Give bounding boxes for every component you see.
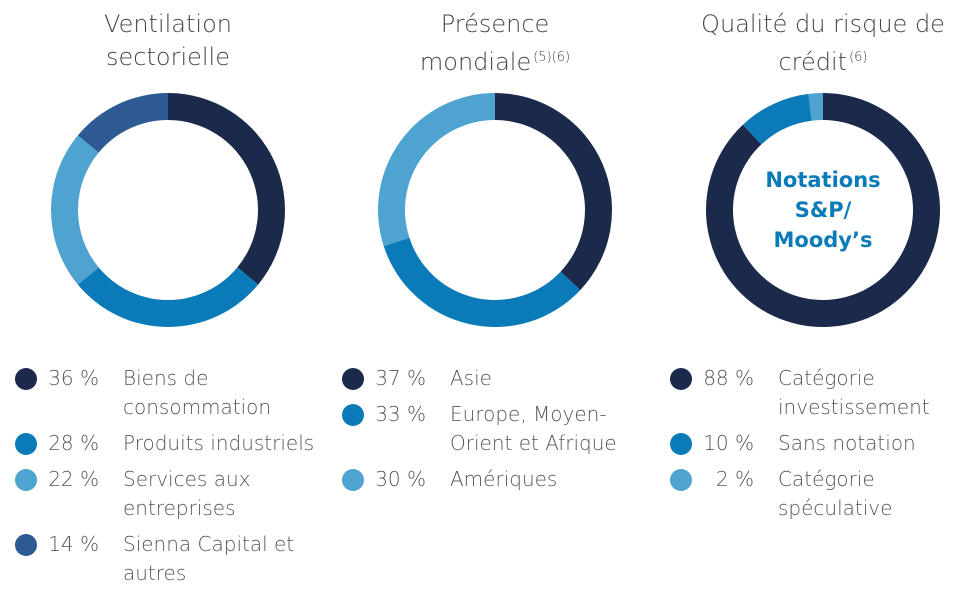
title-text: Ventilation sectorielle <box>104 10 232 71</box>
legend-swatch <box>670 469 692 491</box>
legend: 36 % Biens de consommation 28 % Produits in… <box>15 364 333 595</box>
legend-value: 2 % <box>715 467 754 491</box>
chart-title: Présence mondiale (5)(6) <box>395 8 595 79</box>
legend: 88 % Catégorie investissement 10 % Sans not… <box>670 364 969 530</box>
center-label-line: Notations <box>765 168 880 192</box>
donut-slice <box>77 93 168 153</box>
donut-slice <box>168 93 286 285</box>
legend-item: 2 % Catégorie spéculative <box>670 465 969 523</box>
legend-swatch <box>670 433 692 455</box>
donut <box>378 93 612 327</box>
legend-label: Asie <box>450 366 492 390</box>
legend-item: 88 % Catégorie investissement <box>670 364 969 422</box>
chart-title: Ventilation sectorielle <box>53 8 283 74</box>
legend-label: Produits industriels <box>123 431 315 455</box>
legend-swatch <box>342 469 364 491</box>
donut-slice <box>77 267 259 328</box>
donut-slice <box>378 93 495 247</box>
chart-panel: Ventilation sectorielle 36 % Biens de cons… <box>3 0 333 612</box>
chart-panel: Présence mondiale (5)(6) 37 % Asie 33 % Europ… <box>330 0 660 612</box>
legend-swatch <box>15 433 37 455</box>
legend-swatch <box>15 469 37 491</box>
legend-item: 33 % Europe, Moyen-Orient et Afrique <box>342 400 660 458</box>
chart-panel: Qualité du risque de crédit (6) Notations S… <box>658 0 969 612</box>
legend-item: 22 % Services aux entreprises <box>15 465 333 523</box>
legend-value: 14 % <box>48 532 99 556</box>
legend-item: 37 % Asie <box>342 364 660 393</box>
legend-value: 88 % <box>703 366 754 390</box>
legend-swatch <box>342 368 364 390</box>
legend-value: 36 % <box>48 366 99 390</box>
donut-slice <box>808 93 823 121</box>
legend-item: 14 % Sienna Capital et autres <box>15 530 333 588</box>
legend-label: Amériques <box>450 467 558 491</box>
legend-value: 22 % <box>48 467 99 491</box>
legend-swatch <box>15 534 37 556</box>
donut-slice <box>383 237 581 327</box>
legend-item: 30 % Amériques <box>342 465 660 494</box>
legend-value: 37 % <box>375 366 426 390</box>
legend-value: 30 % <box>375 467 426 491</box>
legend-item: 28 % Produits industriels <box>15 429 333 458</box>
title-note: (6) <box>849 50 868 65</box>
title-text: Qualité du risque de crédit <box>701 10 945 76</box>
legend-swatch <box>670 368 692 390</box>
legend-value: 10 % <box>703 431 754 455</box>
center-label: Notations S&P/Moody’s <box>765 168 880 252</box>
title-note: (5)(6) <box>533 50 571 65</box>
center-label-line: Moody’s <box>774 228 873 252</box>
legend: 37 % Asie 33 % Europe, Moyen-Orient et Afri… <box>342 364 660 501</box>
legend-item: 10 % Sans notation <box>670 429 969 458</box>
title-text: Présence mondiale <box>419 10 550 76</box>
legend-value: 28 % <box>48 431 99 455</box>
legend-label: Catégorie spéculative <box>778 467 893 520</box>
center-label-line: S&P/ <box>795 198 852 222</box>
legend-label: Europe, Moyen-Orient et Afrique <box>450 402 617 455</box>
legend-label: Sienna Capital et autres <box>123 532 295 585</box>
legend-label: Sans notation <box>778 431 916 455</box>
donut-slice <box>495 93 612 291</box>
legend-label: Biens de consommation <box>123 366 272 419</box>
legend-value: 33 % <box>375 402 426 426</box>
legend-label: Catégorie investissement <box>778 366 930 419</box>
donut: Notations S&P/Moody’s <box>706 93 940 327</box>
chart-title: Qualité du risque de crédit (6) <box>698 8 948 79</box>
legend-swatch <box>15 368 37 390</box>
legend-swatch <box>342 404 364 426</box>
donut-slice <box>742 93 812 145</box>
legend-label: Services aux entreprises <box>123 467 251 520</box>
donut-slice <box>50 135 99 285</box>
donut <box>50 93 286 328</box>
legend-item: 36 % Biens de consommation <box>15 364 333 422</box>
